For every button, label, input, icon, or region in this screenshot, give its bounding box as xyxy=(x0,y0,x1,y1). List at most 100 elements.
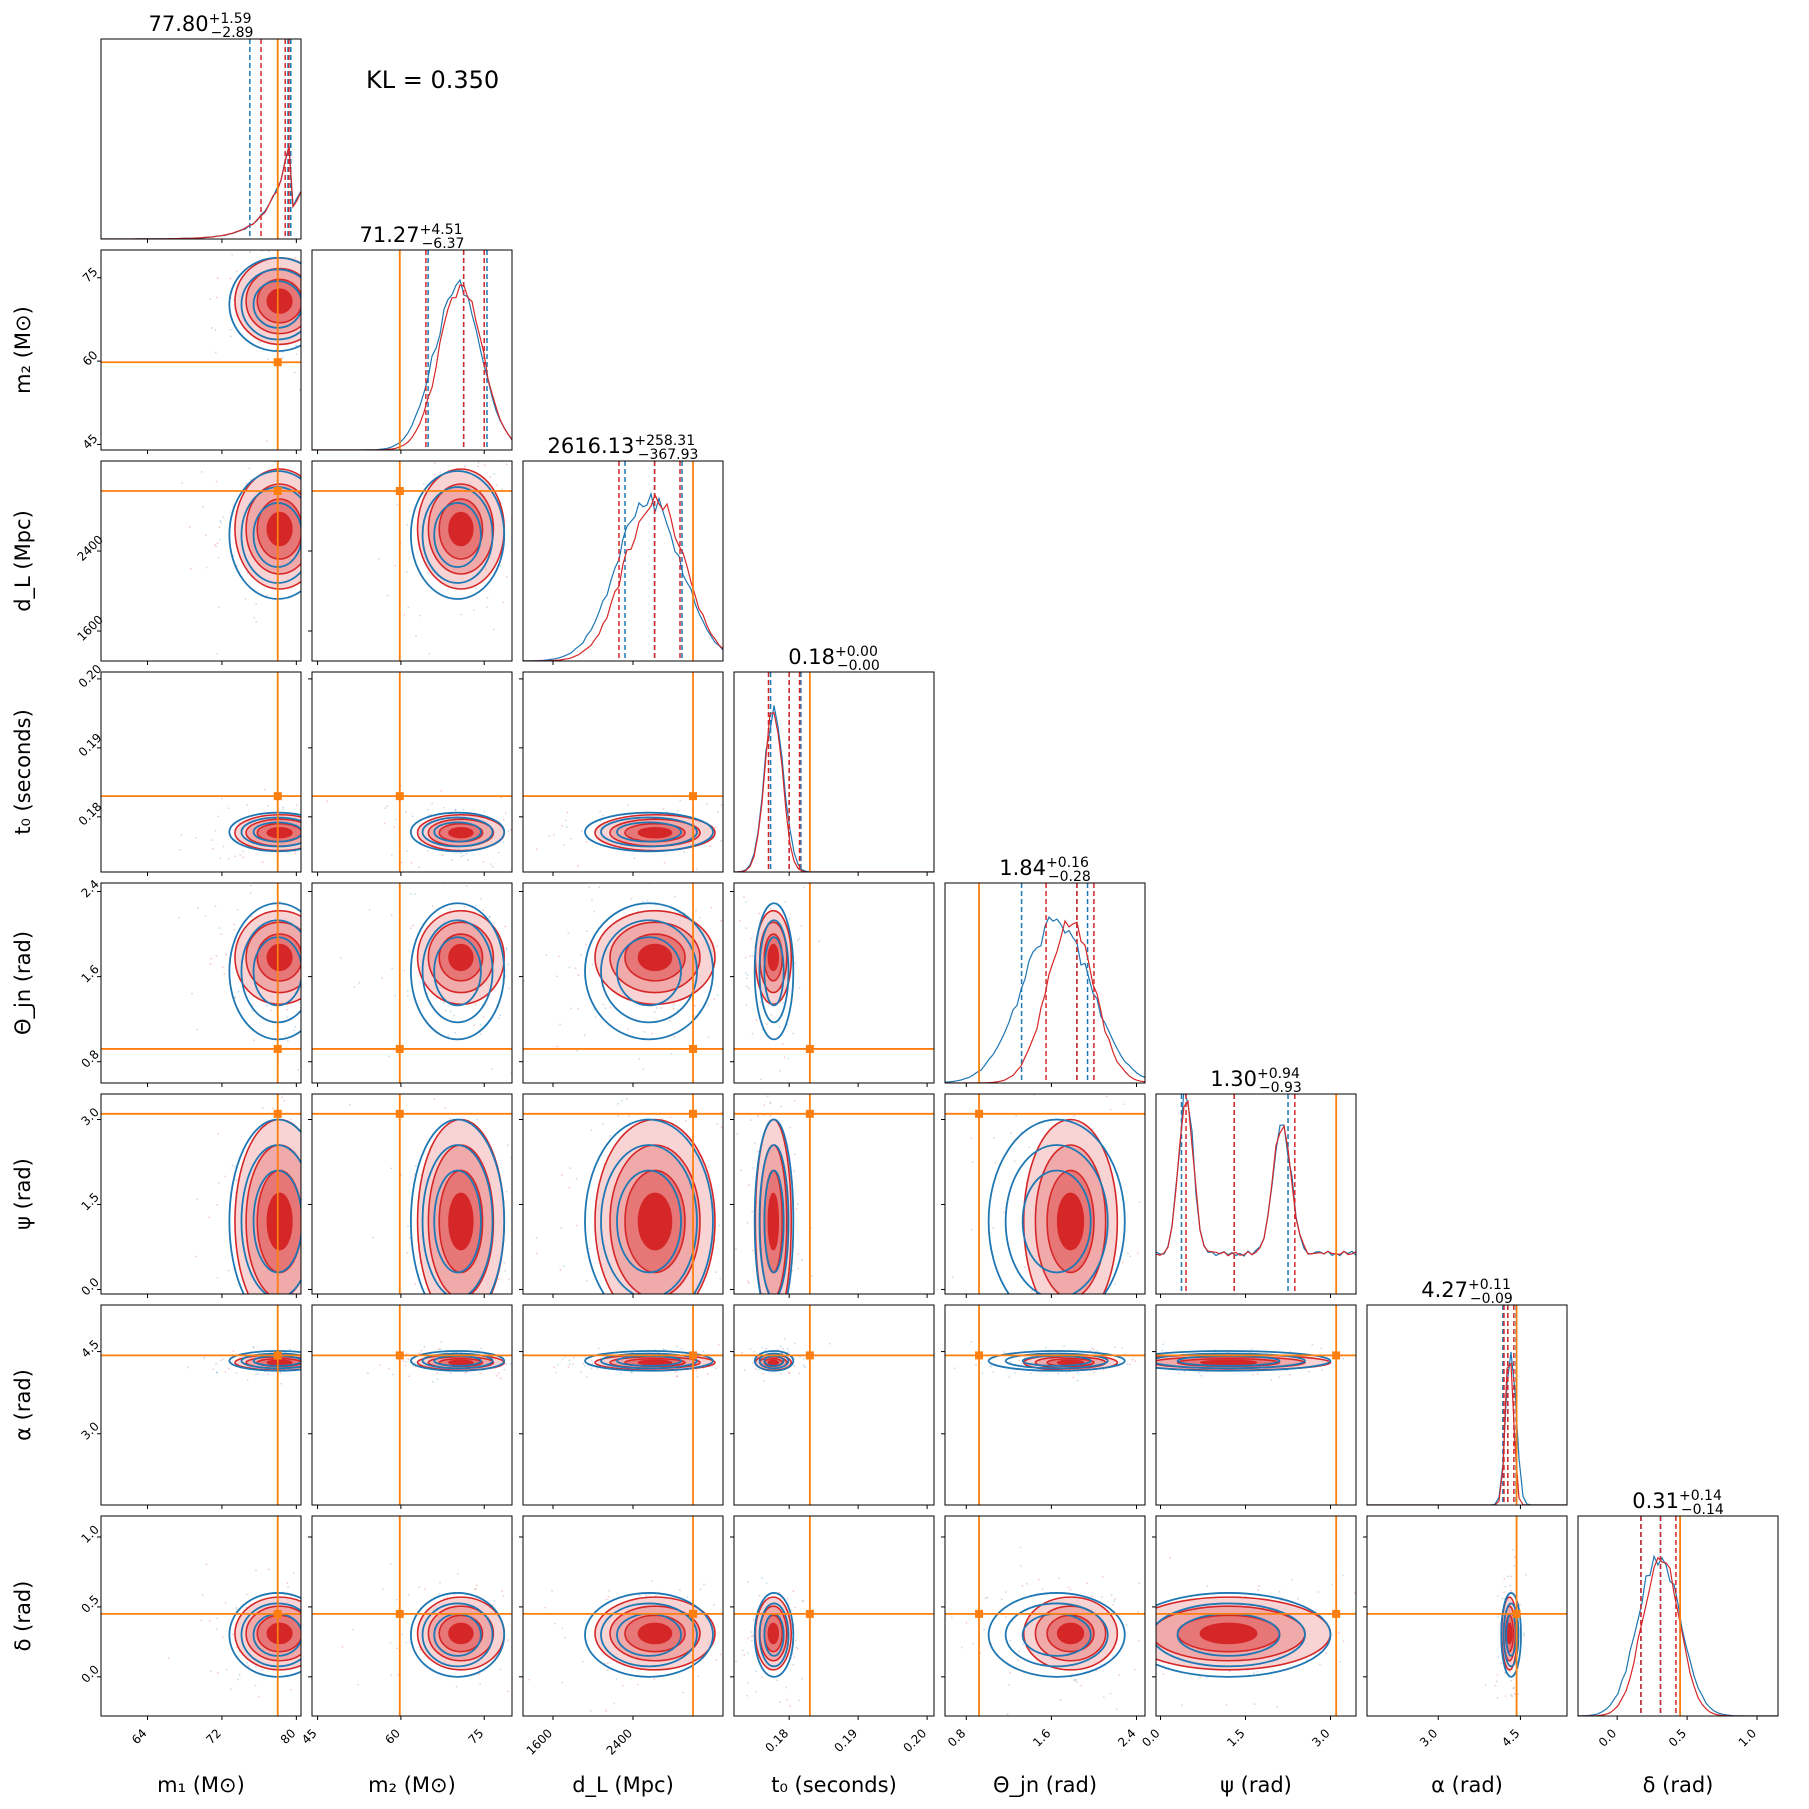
sample-point-red xyxy=(738,919,741,922)
sample-point-blue xyxy=(236,908,239,911)
sample-point-blue xyxy=(479,1032,482,1035)
sample-point-red xyxy=(308,839,310,841)
sample-point-red xyxy=(789,1338,791,1340)
sample-point-red xyxy=(418,1586,421,1589)
panel-frame xyxy=(311,1304,513,1506)
sample-point-red xyxy=(273,1329,275,1331)
sample-point-red xyxy=(497,851,500,854)
sample-point-blue xyxy=(486,597,489,600)
sample-point-red xyxy=(474,1003,477,1006)
sample-point-blue xyxy=(1069,1084,1071,1086)
sample-point-blue xyxy=(1161,1349,1164,1352)
sample-point-blue xyxy=(332,354,334,356)
sample-point-red xyxy=(497,1372,500,1375)
y-tick-label: 45 xyxy=(80,431,101,452)
sample-point-red xyxy=(414,1282,417,1285)
sample-point-red xyxy=(507,1278,510,1281)
panel-frame xyxy=(944,1304,1146,1506)
sample-point-red xyxy=(211,847,214,850)
sample-point-blue xyxy=(246,803,248,806)
sample-point-blue xyxy=(454,808,457,811)
sample-point-blue xyxy=(761,1577,764,1579)
sample-point-blue xyxy=(718,1224,721,1227)
sample-point-blue xyxy=(1205,1676,1208,1679)
sample-point-blue xyxy=(295,457,297,459)
sample-point-red xyxy=(483,464,486,467)
panel-frame xyxy=(1366,1304,1568,1506)
sample-point-red xyxy=(253,1039,255,1042)
sample-point-blue xyxy=(374,1402,376,1404)
sample-point-red xyxy=(225,953,227,956)
sample-point-red xyxy=(794,1606,797,1609)
sample-point-red xyxy=(607,1595,610,1598)
sample-point-blue xyxy=(325,278,327,280)
panel-content xyxy=(1156,1305,1356,1505)
sample-point-red xyxy=(443,806,446,809)
sample-point-blue xyxy=(1306,1659,1308,1661)
y-axis-label-m2: m₂ (M⊙) xyxy=(11,306,35,394)
sample-point-blue xyxy=(1495,1680,1498,1683)
sample-point-red xyxy=(716,1122,719,1125)
sample-point-blue xyxy=(1000,1598,1003,1601)
sample-point-blue xyxy=(621,1099,623,1102)
sample-point-red xyxy=(495,484,498,486)
sample-point-blue xyxy=(742,1667,744,1669)
sample-point-blue xyxy=(389,1562,392,1565)
sample-point-red xyxy=(715,1658,718,1661)
sample-point-blue xyxy=(273,461,276,464)
sample-point-red xyxy=(501,1590,504,1593)
panel-content xyxy=(945,1305,1145,1505)
sample-point-red xyxy=(379,1364,382,1366)
sample-point-red xyxy=(303,1014,305,1016)
sample-point-blue xyxy=(776,1679,779,1682)
sample-point-blue xyxy=(564,1636,566,1639)
sample-point-red xyxy=(707,1165,710,1168)
sample-point-blue xyxy=(802,1364,805,1367)
sample-point-red xyxy=(473,1024,476,1027)
sample-point-blue xyxy=(731,1018,733,1020)
x-tick-label: 0.5 xyxy=(1666,1726,1689,1749)
sample-point-red xyxy=(233,923,235,926)
sample-point-red xyxy=(669,1116,672,1119)
sample-point-red xyxy=(676,1375,679,1377)
sample-point-blue xyxy=(304,284,306,286)
x-tick-label: 1.0 xyxy=(1736,1726,1759,1749)
sample-point-red xyxy=(796,1647,799,1650)
sample-point-red xyxy=(242,856,245,859)
sample-point-red xyxy=(1058,1577,1061,1580)
contour-blue-level-1 xyxy=(421,1352,494,1370)
contour-red-level-3 xyxy=(448,943,474,972)
sample-point-blue xyxy=(246,572,249,574)
sample-point-red xyxy=(335,1252,337,1254)
contour-panel-dL-theta xyxy=(519,882,733,1087)
sample-point-blue xyxy=(730,1661,732,1663)
sample-point-blue xyxy=(608,1589,610,1592)
sample-point-blue xyxy=(970,1228,973,1231)
sample-point-blue xyxy=(535,533,537,535)
sample-point-blue xyxy=(372,1236,375,1239)
sample-point-blue xyxy=(1162,1343,1165,1346)
x-tick-label: 1.5 xyxy=(1224,1726,1247,1749)
truth-marker xyxy=(395,1109,404,1118)
sample-point-blue xyxy=(590,1129,593,1132)
sample-point-blue xyxy=(293,371,296,374)
sample-point-blue xyxy=(765,1582,768,1585)
sample-point-blue xyxy=(388,1323,390,1325)
sample-point-red xyxy=(306,350,308,352)
sample-point-blue xyxy=(744,901,747,903)
sample-point-red xyxy=(559,1269,562,1271)
sample-point-blue xyxy=(307,1670,309,1672)
sample-point-blue xyxy=(1011,1620,1014,1623)
y-axis-label-dL: d_L (Mpc) xyxy=(11,510,36,612)
title-minus: −0.28 xyxy=(1048,869,1091,885)
sample-point-blue xyxy=(266,1058,268,1060)
sample-point-red xyxy=(438,1348,440,1351)
sample-point-blue xyxy=(366,1135,368,1137)
contour-red-level-3 xyxy=(266,1359,293,1366)
sample-point-red xyxy=(572,1356,575,1359)
sample-point-red xyxy=(431,802,434,805)
sample-point-blue xyxy=(588,1247,591,1250)
panel-title-m2: 71.27+4.51 −6.37 xyxy=(360,222,465,252)
sample-point-red xyxy=(218,526,221,529)
panel-content xyxy=(101,883,305,1083)
